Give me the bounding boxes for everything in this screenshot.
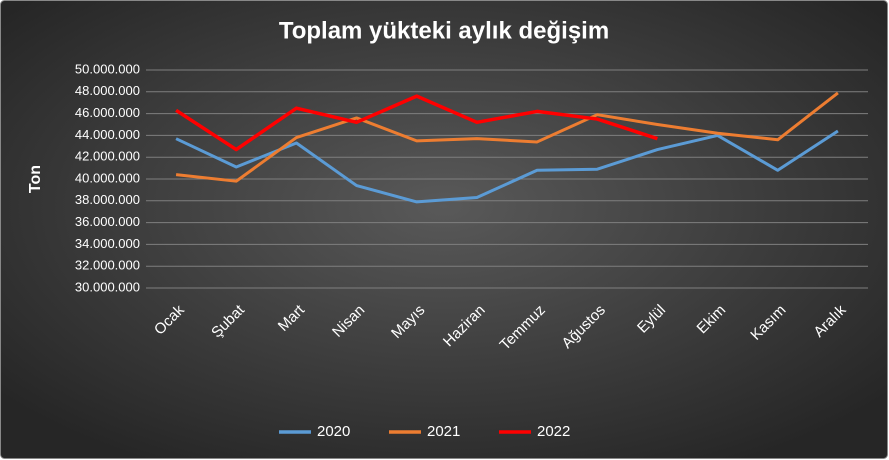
y-tick-label: 34.000.000	[75, 236, 140, 251]
y-tick-label: 46.000.000	[75, 105, 140, 120]
chart-title: Toplam yükteki aylık değişim	[279, 17, 609, 44]
y-tick-label: 44.000.000	[75, 127, 140, 142]
y-tick-label: 38.000.000	[75, 192, 140, 207]
y-tick-label: 50.000.000	[75, 61, 140, 76]
line-series	[175, 91, 839, 183]
y-axis-label: Ton	[27, 165, 44, 193]
line-series	[175, 129, 839, 204]
legend-label: 2020	[317, 423, 350, 440]
legend-label: 2021	[427, 423, 460, 440]
y-tick-label: 36.000.000	[75, 214, 140, 229]
y-tick-label: 32.000.000	[75, 258, 140, 273]
y-tick-label: 42.000.000	[75, 149, 140, 164]
legend-label: 2022	[537, 423, 570, 440]
y-tick-label: 30.000.000	[75, 279, 140, 294]
y-tick-label: 48.000.000	[75, 83, 140, 98]
y-tick-label: 40.000.000	[75, 170, 140, 185]
line-series	[175, 94, 658, 152]
